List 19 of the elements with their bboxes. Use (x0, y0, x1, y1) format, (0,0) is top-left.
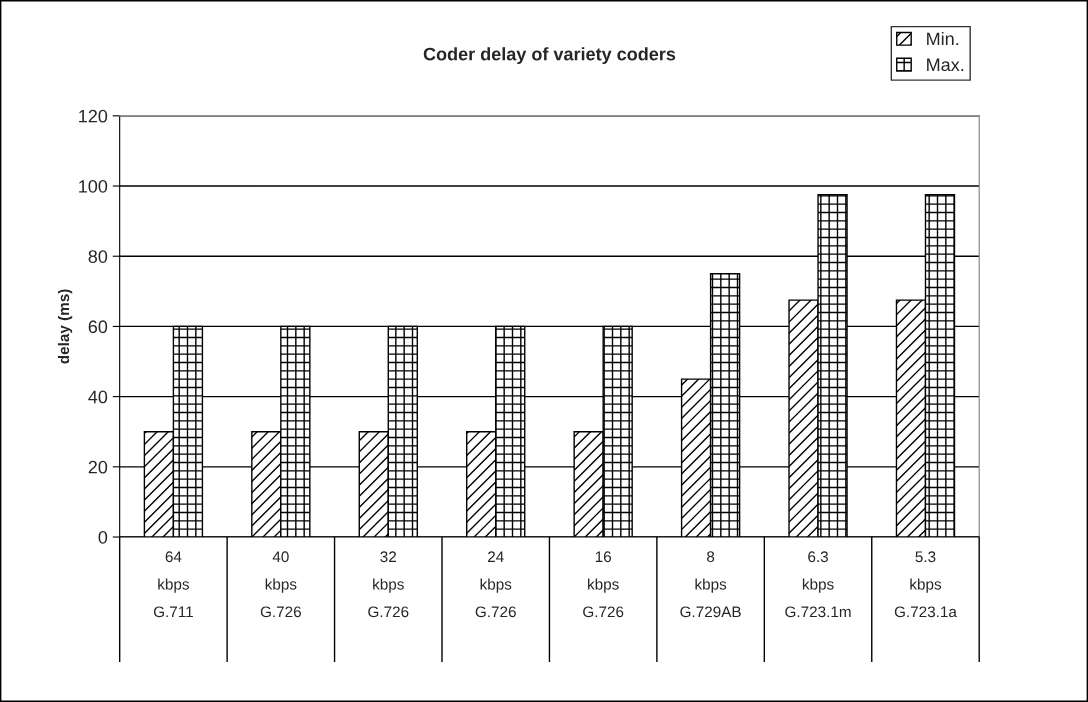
legend-label: Min. (927, 31, 959, 46)
y-tick-label: 40 (88, 390, 108, 404)
x-tick-label: 8 kbps G.729AB (680, 551, 741, 618)
y-tick-label: 60 (88, 320, 108, 334)
x-tick-label: 24 kbps G.726 (475, 551, 516, 618)
y-tick-label: 100 (79, 179, 108, 193)
y-tick-label: 80 (88, 250, 108, 263)
y-tick-label: 0 (98, 530, 108, 544)
y-axis-title: delay (ms) (57, 289, 73, 364)
x-tick-label: 32 kbps G.726 (368, 551, 409, 618)
x-tick-label: 64 kbps G.711 (153, 551, 193, 618)
y-tick-label: 20 (88, 460, 108, 474)
chart-title: Coder delay of variety coders (423, 47, 676, 65)
x-tick-label: 6.3 kbps G.723.1m (785, 551, 851, 618)
x-tick-label: 40 kbps G.726 (260, 551, 301, 618)
x-tick-label: 16 kbps G.726 (583, 551, 624, 618)
legend-label: Max. (927, 58, 964, 72)
y-tick-label: 120 (79, 109, 108, 123)
x-tick-label: 5.3 kbps G.723.1a (894, 551, 957, 618)
